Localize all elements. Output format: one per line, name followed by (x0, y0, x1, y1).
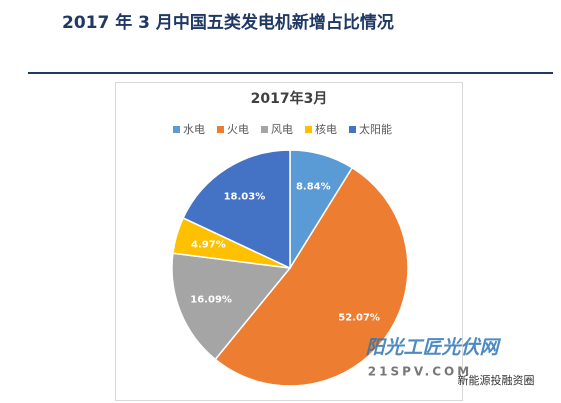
legend-swatch (305, 126, 312, 133)
legend-label: 核电 (315, 122, 337, 136)
legend-label: 风电 (271, 123, 293, 136)
legend-swatch (261, 126, 268, 133)
data-label: 18.03% (224, 191, 266, 202)
legend-label: 太阳能 (359, 122, 392, 136)
watermark-account: 新能源投融资圈 (458, 373, 535, 387)
pie-slice (182, 149, 291, 270)
pie-slice (214, 166, 409, 387)
page-title: 2017 年 3 月中国五类发电机新增占比情况 (62, 12, 394, 33)
legend-swatch (217, 126, 224, 133)
data-label: 4.97% (191, 239, 226, 250)
legend-label: 水电 (183, 123, 205, 136)
legend-swatch (173, 126, 180, 133)
chart-title: 2017年3月 (251, 90, 328, 107)
pie-slice (171, 252, 292, 361)
legend-swatch (349, 126, 356, 133)
legend: 水电 火电 风电 核电 太阳能 (173, 122, 392, 136)
data-label: 52.07% (338, 312, 380, 323)
data-label: 8.84% (296, 181, 331, 192)
watermark-url: 21SPV.COM (368, 365, 472, 379)
watermark-site: 阳光工匠光伏网 (365, 337, 501, 359)
legend-label: 火电 (227, 123, 249, 136)
data-label: 16.09% (190, 294, 232, 305)
pie: 8.84% 52.07% 16.09% 4.97% 18.03% (171, 149, 409, 387)
